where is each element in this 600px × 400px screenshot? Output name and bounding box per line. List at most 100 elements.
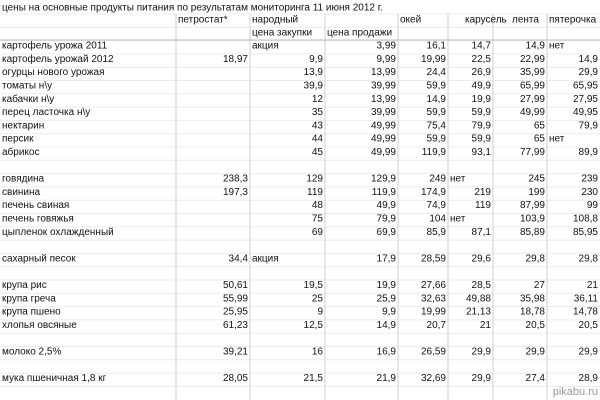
- column-header: окей: [400, 15, 421, 26]
- cell-text: нет: [450, 174, 466, 185]
- cell-number: 9,99: [377, 54, 397, 65]
- row-label: перец ласточка н\у: [2, 107, 90, 118]
- cell-number: 59,9: [427, 134, 447, 145]
- column-subheader: цена закупки: [252, 28, 312, 39]
- cell-number: 3,99: [377, 41, 397, 52]
- cell-number: 21: [480, 320, 492, 331]
- cell-number: 35,98: [520, 293, 545, 304]
- cell-number: 9: [317, 307, 323, 318]
- cell-number: 245: [528, 174, 545, 185]
- cell-number: 19,5: [304, 280, 324, 291]
- cell-number: 119,9: [422, 147, 447, 158]
- column-subheader: цена продажи: [327, 28, 392, 39]
- cell-number: 9,9: [309, 54, 323, 65]
- cell-number: 19,9: [472, 94, 492, 105]
- row-label: персик: [2, 134, 34, 145]
- cell-number: 21,9: [377, 373, 397, 384]
- cell-number: 32,63: [421, 293, 446, 304]
- cell-number: 129,9: [371, 174, 396, 185]
- row-label: картофель урожа 2011: [2, 40, 108, 52]
- row-label: свинина: [2, 187, 41, 198]
- cell-number: 61,23: [223, 320, 248, 331]
- cell-number: 79,9: [579, 120, 599, 131]
- cell-number: 13,9: [304, 67, 324, 78]
- cell-number: 119: [307, 187, 323, 198]
- row-label: цыпленок охлажденный: [2, 227, 114, 238]
- cell-number: 85,89: [520, 227, 545, 238]
- cell-number: 49,9: [377, 200, 397, 211]
- cell-number: 35: [312, 107, 324, 118]
- cell-number: 44: [312, 134, 324, 145]
- cell-number: 59,9: [427, 107, 447, 118]
- cell-number: 65: [534, 134, 546, 145]
- cell-number: 174,9: [421, 187, 446, 198]
- cell-number: 9,9: [382, 307, 396, 318]
- cell-number: 13,99: [371, 94, 396, 105]
- cell-number: 249: [429, 174, 446, 185]
- watermark: pikabu.ru: [553, 386, 598, 398]
- row-label: огурцы нового урожая: [2, 67, 105, 78]
- cell-number: 103,9: [520, 214, 545, 225]
- cell-number: 39,99: [371, 81, 396, 92]
- cell-number: 16,9: [377, 347, 397, 358]
- cell-number: 219: [474, 187, 491, 198]
- cell-number: 59,9: [427, 81, 447, 92]
- cell-number: 85,9: [427, 227, 447, 238]
- row-label: нектарин: [2, 120, 44, 131]
- cell-number: 65: [534, 120, 546, 131]
- column-header: петростат*: [178, 15, 228, 26]
- cell-number: 93,1: [472, 147, 492, 158]
- cell-number: 39,99: [371, 107, 396, 118]
- cell-number: 65,99: [520, 81, 545, 92]
- cell-number: 45: [312, 147, 324, 158]
- cell-number: 48: [312, 200, 324, 211]
- cell-number: 49,99: [371, 120, 396, 131]
- cell-number: 27,95: [573, 94, 598, 105]
- cell-number: 239: [581, 174, 598, 185]
- cell-number: 17,9: [377, 253, 397, 264]
- cell-number: 87,1: [472, 227, 492, 238]
- column-header: пятерочка: [549, 15, 597, 26]
- cell-number: 36,11: [574, 293, 599, 304]
- cell-number: 197,3: [223, 187, 248, 198]
- cell-number: 14,7: [472, 41, 492, 52]
- cell-number: 19,9: [377, 280, 397, 291]
- cell-number: 75: [312, 214, 324, 225]
- cell-number: 29,6: [472, 253, 492, 264]
- row-label: молоко 2,5%: [2, 347, 61, 358]
- cell-number: 24,4: [427, 67, 447, 78]
- cell-number: 43: [312, 120, 324, 131]
- row-label: говядина: [2, 174, 45, 185]
- cell-number: 21,13: [466, 307, 491, 318]
- cell-number: 20,7: [427, 320, 447, 331]
- row-label: картофель урожай 2012: [2, 53, 114, 65]
- row-label: хлопья овсяные: [2, 320, 77, 331]
- cell-number: 49,99: [371, 147, 396, 158]
- cell-number: 14,9: [526, 41, 546, 52]
- cell-text: акция: [252, 253, 279, 264]
- cell-number: 20,5: [526, 320, 546, 331]
- row-label: крупа рис: [2, 280, 47, 291]
- cell-number: 27,99: [520, 94, 545, 105]
- cell-number: 13,99: [371, 67, 396, 78]
- row-label: печень свиная: [2, 200, 69, 211]
- column-header: народный: [252, 15, 298, 26]
- cell-number: 75,4: [427, 120, 447, 131]
- cell-text: нет: [549, 134, 565, 145]
- cell-number: 49,99: [520, 107, 545, 118]
- cell-number: 29,9: [526, 347, 546, 358]
- cell-number: 50,61: [223, 280, 248, 291]
- cell-number: 16,1: [427, 41, 447, 52]
- cell-number: 28,59: [421, 253, 446, 264]
- cell-number: 21: [587, 280, 599, 291]
- cell-number: 28,05: [223, 373, 248, 384]
- cell-number: 28,5: [472, 280, 492, 291]
- cell-number: 39,21: [223, 347, 248, 358]
- cell-number: 14,78: [573, 307, 598, 318]
- cell-number: 25,95: [223, 307, 248, 318]
- cell-number: 129: [306, 174, 323, 185]
- cell-number: 55,99: [223, 293, 248, 304]
- cell-number: 69,9: [377, 227, 397, 238]
- row-label: кабачки н\у: [2, 93, 54, 105]
- cell-number: 79,9: [472, 120, 492, 131]
